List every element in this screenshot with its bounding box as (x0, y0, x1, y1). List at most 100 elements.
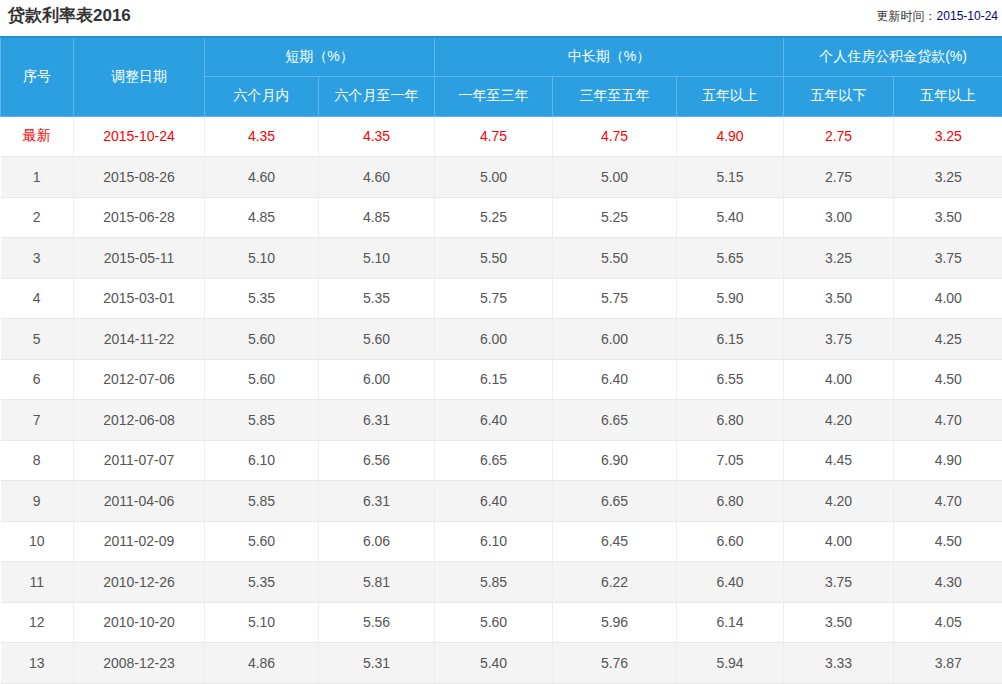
rate-value-cell: 4.45 (784, 440, 894, 481)
rate-value-cell: 6.14 (677, 602, 784, 643)
col-header-fund-under-5y: 五年以下 (784, 76, 894, 116)
rate-value-cell: 5.94 (677, 643, 784, 684)
table-row: 82011-07-076.106.566.656.907.054.454.90 (1, 440, 1002, 481)
rate-value-cell: 5.00 (435, 157, 553, 198)
rate-value-cell: 5.90 (677, 278, 784, 319)
rate-value-cell: 3.87 (894, 643, 1002, 684)
rate-value-cell: 6.10 (435, 521, 553, 562)
rate-value-cell: 5.10 (205, 602, 319, 643)
rate-value-cell: 4.70 (894, 400, 1002, 441)
rate-value-cell: 4.86 (205, 643, 319, 684)
rate-value-cell: 6.00 (319, 359, 435, 400)
rate-value-cell: 4.60 (319, 157, 435, 198)
adjust-date-cell: 2010-12-26 (74, 562, 205, 603)
update-time-date: 2015-10-24 (937, 9, 998, 23)
table-row: 92011-04-065.856.316.406.656.804.204.70 (1, 481, 1002, 522)
rate-value-cell: 3.33 (784, 643, 894, 684)
rate-table-body: 最新2015-10-244.354.354.754.754.902.753.25… (1, 116, 1002, 683)
table-row: 102011-02-095.606.066.106.456.604.004.50 (1, 521, 1002, 562)
adjust-date-cell: 2011-07-07 (74, 440, 205, 481)
row-index-cell: 最新 (1, 116, 74, 157)
rate-value-cell: 4.60 (205, 157, 319, 198)
rate-value-cell: 5.40 (435, 643, 553, 684)
rate-value-cell: 5.60 (205, 319, 319, 360)
page-title: 贷款利率表2016 (8, 5, 131, 27)
loan-rate-table: 序号 调整日期 短期（%） 中长期（%） 个人住房公积金贷款(%) 六个月内 六… (0, 36, 1002, 684)
adjust-date-cell: 2015-06-28 (74, 197, 205, 238)
table-row: 132008-12-234.865.315.405.765.943.333.87 (1, 643, 1002, 684)
col-header-no: 序号 (1, 37, 74, 116)
rate-value-cell: 4.00 (784, 521, 894, 562)
rate-value-cell: 3.50 (784, 602, 894, 643)
rate-value-cell: 6.40 (435, 481, 553, 522)
adjust-date-cell: 2008-12-23 (74, 643, 205, 684)
rate-value-cell: 5.56 (319, 602, 435, 643)
rate-value-cell: 5.50 (435, 238, 553, 279)
rate-value-cell: 6.15 (435, 359, 553, 400)
rate-value-cell: 4.85 (205, 197, 319, 238)
rate-value-cell: 4.20 (784, 400, 894, 441)
rate-value-cell: 3.25 (894, 157, 1002, 198)
rate-value-cell: 4.90 (894, 440, 1002, 481)
rate-value-cell: 6.15 (677, 319, 784, 360)
rate-value-cell: 4.75 (435, 116, 553, 157)
rate-value-cell: 4.20 (784, 481, 894, 522)
rate-value-cell: 3.00 (784, 197, 894, 238)
row-index-cell: 11 (1, 562, 74, 603)
rate-value-cell: 5.85 (205, 400, 319, 441)
rate-value-cell: 5.35 (319, 278, 435, 319)
rate-value-cell: 3.75 (784, 562, 894, 603)
table-header: 序号 调整日期 短期（%） 中长期（%） 个人住房公积金贷款(%) 六个月内 六… (1, 37, 1002, 116)
update-time: 更新时间：2015-10-24 (877, 5, 998, 24)
header-group-row: 序号 调整日期 短期（%） 中长期（%） 个人住房公积金贷款(%) (1, 37, 1002, 76)
col-group-mid-long-term: 中长期（%） (435, 37, 784, 76)
adjust-date-cell: 2015-05-11 (74, 238, 205, 279)
rate-value-cell: 5.96 (553, 602, 677, 643)
rate-value-cell: 4.85 (319, 197, 435, 238)
rate-value-cell: 6.55 (677, 359, 784, 400)
table-row: 112010-12-265.355.815.856.226.403.754.30 (1, 562, 1002, 603)
adjust-date-cell: 2011-02-09 (74, 521, 205, 562)
rate-value-cell: 3.75 (784, 319, 894, 360)
adjust-date-cell: 2014-11-22 (74, 319, 205, 360)
col-header-adjust-date: 调整日期 (74, 37, 205, 116)
rate-value-cell: 2.75 (784, 157, 894, 198)
rate-value-cell: 5.60 (435, 602, 553, 643)
rate-value-cell: 5.10 (319, 238, 435, 279)
row-index-cell: 10 (1, 521, 74, 562)
rate-value-cell: 6.06 (319, 521, 435, 562)
rate-value-cell: 3.75 (894, 238, 1002, 279)
rate-value-cell: 5.75 (553, 278, 677, 319)
loan-rate-page: 贷款利率表2016 更新时间：2015-10-24 序号 调整日期 短期（%） … (0, 0, 1002, 684)
row-index-cell: 4 (1, 278, 74, 319)
row-index-cell: 3 (1, 238, 74, 279)
rate-value-cell: 6.10 (205, 440, 319, 481)
row-index-cell: 7 (1, 400, 74, 441)
table-row: 最新2015-10-244.354.354.754.754.902.753.25 (1, 116, 1002, 157)
adjust-date-cell: 2012-07-06 (74, 359, 205, 400)
rate-value-cell: 5.31 (319, 643, 435, 684)
rate-value-cell: 3.50 (784, 278, 894, 319)
row-index-cell: 9 (1, 481, 74, 522)
rate-value-cell: 4.00 (784, 359, 894, 400)
rate-value-cell: 3.50 (894, 197, 1002, 238)
rate-value-cell: 4.25 (894, 319, 1002, 360)
col-header-3y-to-5y: 三年至五年 (553, 76, 677, 116)
rate-value-cell: 5.00 (553, 157, 677, 198)
topbar: 贷款利率表2016 更新时间：2015-10-24 (0, 0, 1002, 36)
rate-value-cell: 3.25 (894, 116, 1002, 157)
adjust-date-cell: 2011-04-06 (74, 481, 205, 522)
rate-value-cell: 6.00 (435, 319, 553, 360)
adjust-date-cell: 2012-06-08 (74, 400, 205, 441)
table-row: 52014-11-225.605.606.006.006.153.754.25 (1, 319, 1002, 360)
rate-value-cell: 7.05 (677, 440, 784, 481)
row-index-cell: 6 (1, 359, 74, 400)
row-index-cell: 8 (1, 440, 74, 481)
adjust-date-cell: 2015-10-24 (74, 116, 205, 157)
rate-value-cell: 5.60 (319, 319, 435, 360)
row-index-cell: 5 (1, 319, 74, 360)
rate-value-cell: 6.60 (677, 521, 784, 562)
rate-value-cell: 5.60 (205, 359, 319, 400)
rate-value-cell: 5.40 (677, 197, 784, 238)
rate-value-cell: 6.00 (553, 319, 677, 360)
